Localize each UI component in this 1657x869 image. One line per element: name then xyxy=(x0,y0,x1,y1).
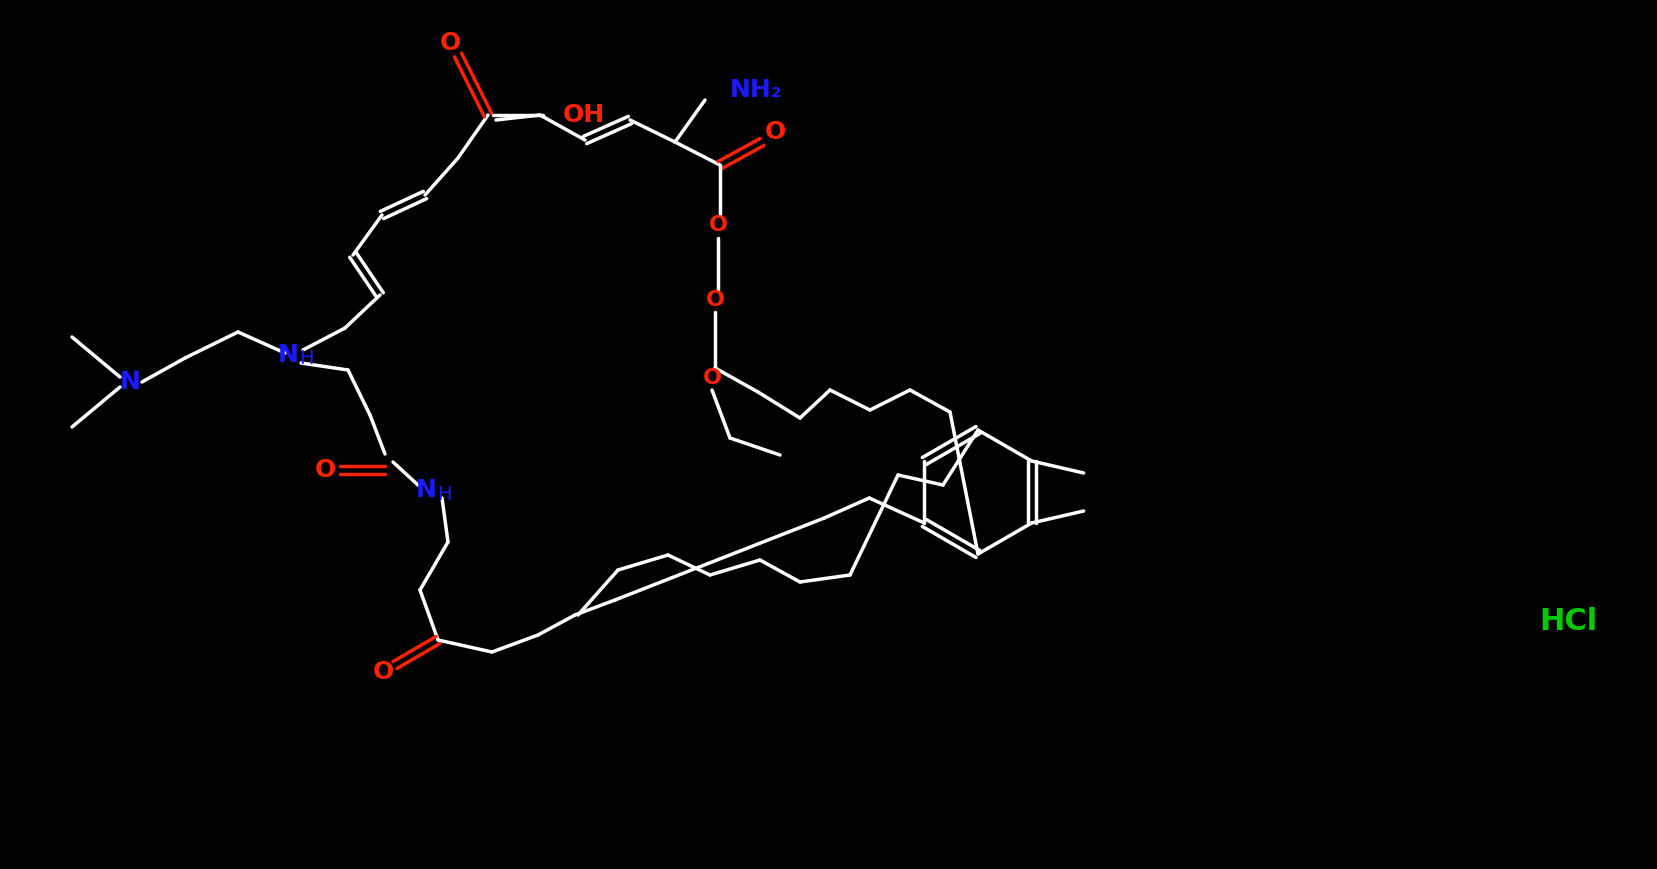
Text: N: N xyxy=(277,343,298,367)
Text: O: O xyxy=(706,290,724,310)
Text: H: H xyxy=(436,486,451,505)
Text: H: H xyxy=(298,349,313,368)
Text: OH: OH xyxy=(563,103,605,127)
Text: NH₂: NH₂ xyxy=(729,78,782,102)
Text: N: N xyxy=(119,370,141,394)
Text: HCl: HCl xyxy=(1538,607,1596,636)
Text: O: O xyxy=(708,215,727,235)
Text: O: O xyxy=(373,660,393,684)
Text: N: N xyxy=(416,478,436,502)
Text: O: O xyxy=(764,120,785,144)
Text: O: O xyxy=(315,458,335,482)
Text: O: O xyxy=(439,31,461,55)
Text: O: O xyxy=(703,368,721,388)
